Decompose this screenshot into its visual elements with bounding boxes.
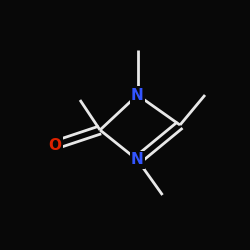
Text: N: N — [131, 88, 144, 102]
Text: N: N — [131, 152, 144, 168]
Text: O: O — [48, 138, 62, 152]
